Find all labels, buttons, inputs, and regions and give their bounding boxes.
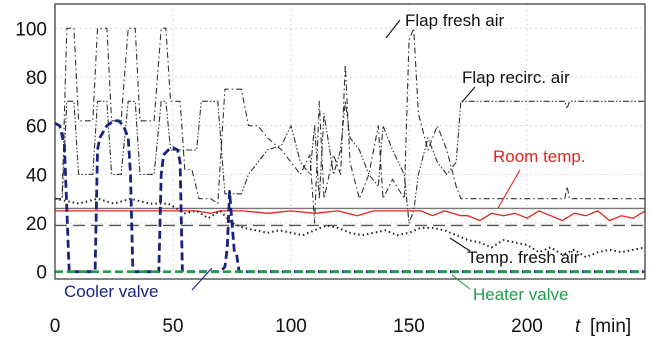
x-tick-label: 100 bbox=[275, 316, 307, 337]
grid bbox=[54, 4, 645, 279]
y-tick-label: 20 bbox=[26, 214, 47, 235]
annotation-flap-recirc-air: Flap recirc. air bbox=[462, 68, 570, 87]
annotation-leader bbox=[497, 169, 521, 209]
annotation-heater-valve: Heater valve bbox=[473, 285, 568, 304]
annotation-leader bbox=[461, 86, 476, 103]
y-tick-label: 80 bbox=[26, 68, 47, 89]
annotation-leader bbox=[191, 267, 213, 291]
x-tick-label: 200 bbox=[511, 316, 543, 337]
annotations: Flap fresh air Flap recirc. air Room temp.… bbox=[64, 11, 586, 304]
x-axis-label-var: t bbox=[575, 316, 581, 337]
x-tick-labels: 0 50 100 150 200 bbox=[50, 316, 543, 337]
series-line-cooler-valve bbox=[54, 119, 645, 274]
y-tick-label: 0 bbox=[36, 263, 47, 284]
annotation-room-temp: Room temp. bbox=[493, 147, 586, 166]
y-tick-label: 100 bbox=[15, 19, 47, 40]
reference-lines bbox=[55, 207, 645, 227]
series-line-flap-recirc-air bbox=[55, 100, 645, 224]
annotation-leader bbox=[451, 274, 471, 290]
annotation-flap-fresh-air: Flap fresh air bbox=[405, 11, 505, 30]
y-tick-label: 40 bbox=[26, 165, 47, 186]
series-line-room-temp bbox=[55, 210, 646, 222]
series-layer bbox=[54, 27, 646, 274]
series-line-flap-fresh-air bbox=[55, 27, 645, 224]
x-axis-label: t [min] bbox=[575, 316, 631, 337]
x-tick-label: 150 bbox=[393, 316, 425, 337]
annotation-temp-fresh-air: Temp. fresh air bbox=[467, 248, 580, 267]
x-axis-label-unit: [min] bbox=[590, 316, 631, 337]
annotation-leader bbox=[449, 237, 471, 252]
x-tick-label: 0 bbox=[50, 316, 61, 337]
x-tick-label: 50 bbox=[162, 316, 183, 337]
annotation-cooler-valve: Cooler valve bbox=[64, 282, 159, 301]
annotation-leader bbox=[385, 19, 401, 39]
y-tick-label: 60 bbox=[26, 117, 47, 138]
plot-frame bbox=[54, 3, 646, 280]
y-tick-labels: 0 20 40 60 80 100 bbox=[15, 19, 47, 283]
